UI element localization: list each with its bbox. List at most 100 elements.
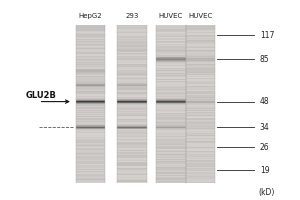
Bar — [186, 78, 215, 79]
Bar — [117, 51, 147, 52]
Bar — [76, 176, 106, 177]
Bar — [156, 162, 186, 163]
Bar — [156, 146, 186, 147]
Bar — [156, 52, 186, 53]
Bar — [186, 123, 215, 124]
Bar — [76, 55, 106, 56]
Bar — [186, 147, 215, 148]
Bar — [186, 50, 215, 51]
Bar — [117, 84, 147, 85]
Bar — [117, 133, 147, 134]
Bar — [117, 30, 147, 31]
Bar — [76, 164, 106, 165]
Bar — [76, 143, 106, 144]
Bar — [156, 144, 186, 145]
Bar — [76, 102, 106, 103]
Bar — [117, 72, 147, 73]
Bar — [156, 171, 186, 172]
Bar — [117, 163, 147, 164]
Bar — [156, 173, 186, 174]
Bar — [156, 126, 186, 127]
Bar — [186, 61, 215, 62]
Bar — [117, 46, 147, 47]
Bar — [186, 77, 215, 78]
Bar — [156, 169, 186, 170]
Bar — [117, 71, 147, 72]
Bar — [117, 78, 147, 79]
Bar — [186, 137, 215, 138]
Bar — [156, 168, 186, 169]
Bar — [156, 45, 186, 46]
Bar — [186, 52, 215, 53]
Bar — [186, 114, 215, 115]
Bar — [156, 161, 186, 162]
Bar — [186, 121, 215, 122]
Bar — [117, 180, 147, 181]
Bar — [117, 69, 147, 70]
Bar — [156, 132, 186, 133]
Bar — [117, 35, 147, 36]
Bar — [156, 115, 186, 116]
Bar — [117, 33, 147, 34]
Bar — [117, 50, 147, 51]
Bar — [117, 171, 147, 172]
Bar — [186, 134, 215, 135]
Bar — [117, 137, 147, 138]
Bar — [117, 62, 147, 63]
Bar — [186, 181, 215, 182]
Bar — [117, 127, 147, 128]
Bar — [156, 149, 186, 150]
Bar — [76, 28, 106, 29]
Bar — [156, 178, 186, 179]
Bar — [76, 67, 106, 68]
Bar — [186, 51, 215, 52]
Bar — [156, 135, 186, 136]
Bar — [117, 100, 147, 101]
Bar — [117, 143, 147, 144]
Bar — [186, 68, 215, 69]
Bar — [76, 105, 106, 106]
Bar — [76, 114, 106, 115]
Bar — [117, 36, 147, 37]
Bar — [156, 36, 186, 37]
Bar — [76, 163, 106, 164]
Bar — [156, 62, 186, 63]
Bar — [186, 173, 215, 174]
Bar — [156, 31, 186, 32]
Bar — [186, 175, 215, 176]
Bar — [76, 104, 106, 105]
Bar — [186, 60, 215, 61]
Bar — [186, 124, 215, 125]
Bar — [156, 167, 186, 168]
Bar — [156, 177, 186, 178]
Bar — [156, 109, 186, 110]
Bar — [76, 77, 106, 78]
Bar — [76, 146, 106, 147]
Bar — [186, 143, 215, 144]
Bar — [76, 155, 106, 156]
Bar — [156, 133, 186, 134]
Bar — [156, 26, 186, 27]
Bar — [186, 150, 215, 151]
Bar — [117, 164, 147, 165]
Bar — [117, 114, 147, 115]
Bar — [186, 119, 215, 120]
Bar — [76, 174, 106, 175]
Bar — [186, 165, 215, 166]
Bar — [76, 48, 106, 49]
Bar — [76, 54, 106, 55]
Bar — [156, 164, 186, 165]
Bar — [117, 153, 147, 154]
Bar — [117, 142, 147, 143]
Bar — [156, 182, 186, 183]
Bar — [156, 86, 186, 87]
Bar — [156, 123, 186, 124]
Bar — [156, 170, 186, 171]
Bar — [117, 102, 147, 103]
Bar — [76, 159, 106, 160]
Bar — [186, 113, 215, 114]
Bar — [156, 119, 186, 120]
Bar — [156, 76, 186, 77]
Bar — [117, 29, 147, 30]
Bar — [117, 108, 147, 109]
